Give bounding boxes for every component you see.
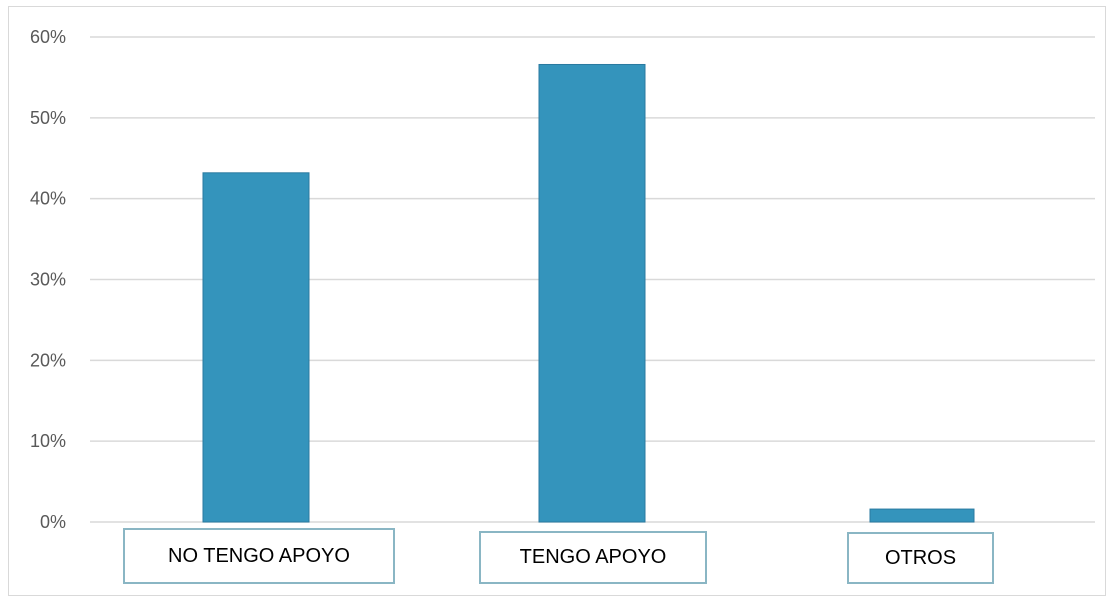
category-label-tengo-apoyo: TENGO APOYO <box>479 531 707 584</box>
y-tick-label: 10% <box>30 431 66 451</box>
y-tick-label: 0% <box>40 512 66 532</box>
y-axis-ticks: 0% 10% 20% 30% 40% 50% 60% <box>30 27 66 532</box>
y-tick-label: 20% <box>30 350 66 370</box>
bars <box>202 63 975 523</box>
bar-tengo-apoyo <box>538 63 646 523</box>
y-tick-label: 60% <box>30 27 66 47</box>
category-label-no-tengo-apoyo: NO TENGO APOYO <box>123 528 395 584</box>
bar-no-tengo-apoyo <box>202 172 310 523</box>
y-tick-label: 50% <box>30 108 66 128</box>
y-tick-label: 40% <box>30 189 66 209</box>
category-label-otros: OTROS <box>847 532 994 584</box>
bar-chart: 0% 10% 20% 30% 40% 50% 60% <box>30 27 1095 532</box>
bar-otros <box>869 508 975 523</box>
y-tick-label: 30% <box>30 270 66 290</box>
